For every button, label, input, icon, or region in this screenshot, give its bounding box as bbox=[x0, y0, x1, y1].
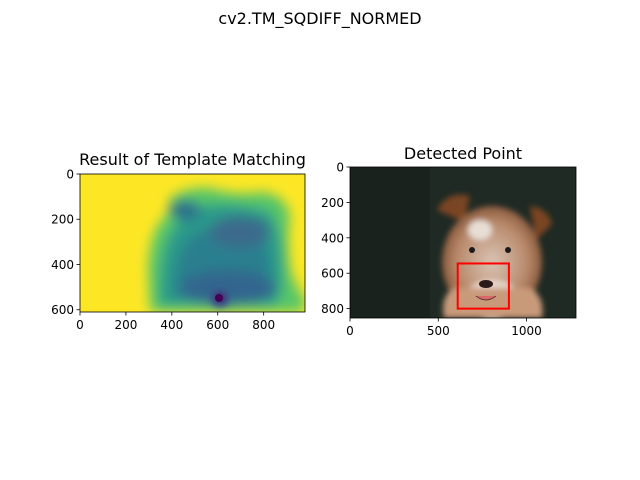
y-tick-label: 400 bbox=[321, 231, 344, 245]
detection-box bbox=[456, 262, 510, 310]
dog-photo bbox=[350, 167, 576, 318]
x-tick-label: 500 bbox=[427, 324, 450, 338]
x-tick-label: 600 bbox=[206, 318, 229, 332]
y-tick-label: 200 bbox=[51, 213, 74, 227]
x-tick-label: 0 bbox=[76, 318, 84, 332]
y-tick-label: 0 bbox=[66, 168, 74, 182]
y-tick-label: 0 bbox=[336, 161, 344, 175]
heatmap-title: Result of Template Matching bbox=[79, 150, 306, 169]
x-tick-label: 800 bbox=[252, 318, 275, 332]
heatmap-frame bbox=[79, 173, 306, 313]
heatmap-panel: Result of Template Matching 0 200 400 600 80… bbox=[51, 150, 306, 332]
y-tick-label: 600 bbox=[51, 303, 74, 317]
y-tick-label: 600 bbox=[321, 267, 344, 281]
detected-panel: Detected Point 0 500 1000 0 200 400 600 800 bbox=[321, 144, 577, 338]
y-tick-label: 200 bbox=[321, 196, 344, 210]
x-tick-label: 0 bbox=[346, 324, 354, 338]
detected-title: Detected Point bbox=[404, 144, 522, 163]
x-tick-label: 200 bbox=[114, 318, 137, 332]
figure-suptitle: cv2.TM_SQDIFF_NORMED bbox=[218, 9, 421, 29]
x-tick-label: 1000 bbox=[511, 324, 542, 338]
detected-frame bbox=[349, 166, 577, 319]
y-tick-label: 800 bbox=[321, 302, 344, 316]
x-tick-label: 400 bbox=[160, 318, 183, 332]
heatmap-image bbox=[80, 174, 305, 312]
y-tick-label: 400 bbox=[51, 258, 74, 272]
